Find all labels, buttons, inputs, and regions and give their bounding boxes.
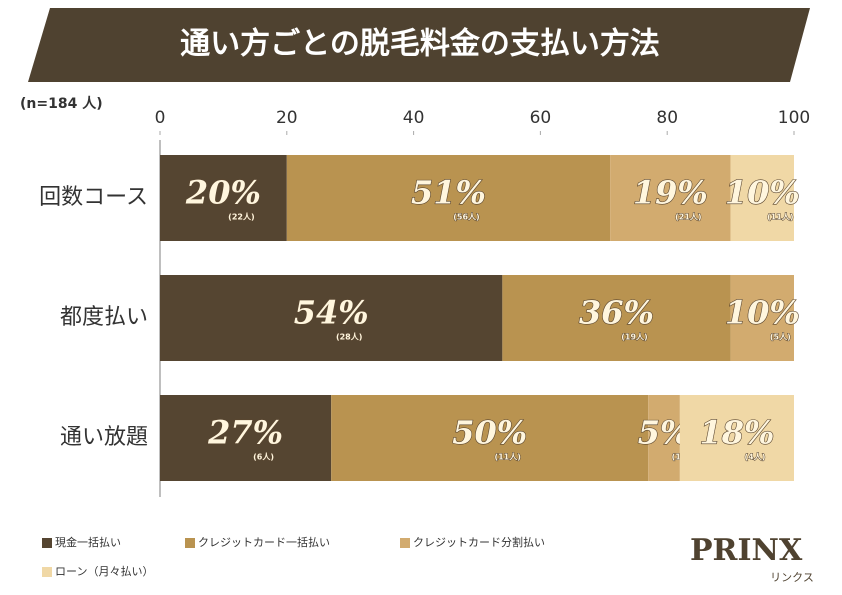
value-label: 18%: [699, 414, 774, 452]
x-tick-label: 80: [656, 108, 678, 128]
x-tick-label: 0: [155, 108, 166, 128]
count-label: (19人): [621, 332, 647, 342]
value-label: 36%: [579, 294, 654, 332]
count-label: (28人): [336, 332, 362, 342]
legend-label: クレジットカード一括払い: [198, 535, 330, 549]
count-label: (4人): [744, 452, 765, 462]
x-tick-label: 60: [530, 108, 552, 128]
value-label: 50%: [452, 414, 527, 452]
logo: PRINX: [690, 533, 803, 568]
title-banner: [28, 8, 810, 82]
count-label: (56人): [453, 212, 479, 222]
bar-segment: [331, 395, 649, 481]
value-label: 19%: [633, 174, 708, 212]
count-label: (11人): [494, 452, 520, 462]
category-label: 回数コース: [39, 185, 148, 210]
value-label: 10%: [725, 174, 800, 212]
logo-sub: リンクス: [770, 571, 814, 584]
legend-swatch: [42, 538, 52, 548]
bar-segment: [610, 155, 731, 241]
value-label: 27%: [207, 414, 283, 452]
bar-segment: [160, 395, 332, 481]
category-label: 都度払い: [60, 305, 148, 330]
legend-swatch: [185, 538, 195, 548]
bar-segment: [730, 155, 794, 241]
legend-swatch: [42, 567, 52, 577]
legend-label: 現金一括払い: [55, 535, 121, 549]
count-label: (5人): [770, 332, 791, 342]
bar-segment: [502, 275, 731, 361]
bar-segment: [286, 155, 611, 241]
value-label: 54%: [294, 294, 369, 332]
bar-segment: [160, 275, 503, 361]
count-label: (22人): [228, 212, 254, 222]
bar-segment: [160, 155, 287, 241]
category-label: 通い放題: [60, 425, 148, 450]
value-label: 10%: [725, 294, 800, 332]
count-label: (11人): [767, 212, 793, 222]
chart-title: 通い方ごとの脱毛料金の支払い方法: [180, 27, 660, 62]
value-label: 20%: [185, 174, 261, 212]
legend-label: ローン（月々払い）: [55, 564, 153, 578]
count-label: (6人): [253, 452, 274, 462]
value-label: 51%: [411, 174, 486, 212]
legend-swatch: [400, 538, 410, 548]
count-label: (21人): [675, 212, 701, 222]
x-tick-label: 100: [778, 108, 810, 128]
x-tick-label: 20: [276, 108, 298, 128]
bar-segment: [648, 395, 680, 481]
bar-segment: [730, 275, 794, 361]
bar-segment: [679, 395, 794, 481]
legend-label: クレジットカード分割払い: [413, 535, 545, 549]
sample-note: (n=184 人): [20, 95, 103, 112]
x-tick-label: 40: [403, 108, 425, 128]
